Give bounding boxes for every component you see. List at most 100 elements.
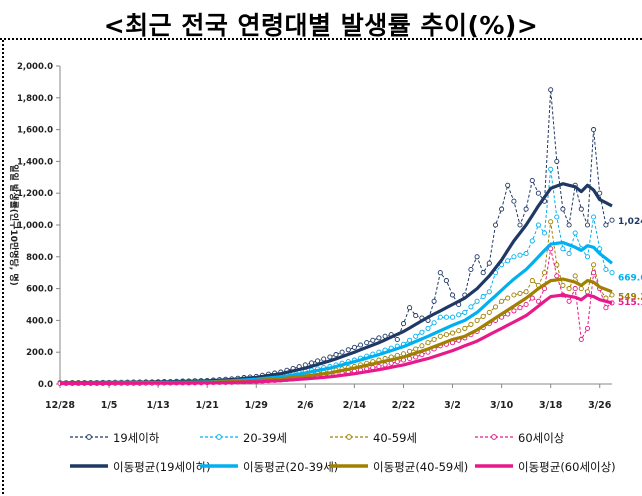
daily-data-point (339, 349, 345, 355)
daily-data-point (345, 347, 351, 353)
x-tick-label: 12/28 (45, 400, 75, 411)
daily-data-point (603, 266, 609, 273)
daily-data-point (462, 325, 468, 331)
daily-data-point (474, 254, 480, 260)
daily-data-point (560, 246, 566, 252)
daily-data-point (554, 273, 560, 279)
legend-label: 이동평균(60세이상) (518, 460, 616, 474)
daily-data-point (572, 273, 578, 279)
daily-data-point (468, 304, 474, 310)
daily-data-point (449, 314, 456, 320)
daily-data-point (394, 336, 400, 343)
daily-data-point (572, 230, 578, 236)
daily-data-point (388, 360, 394, 366)
daily-data-point (517, 252, 523, 258)
legend-label: 이동평균(20-39세) (243, 460, 338, 474)
daily-data-point (591, 127, 597, 133)
daily-data-point (511, 254, 517, 260)
daily-data-point (560, 282, 566, 288)
legend-label: 20-39세 (243, 431, 287, 445)
daily-data-point (443, 314, 449, 320)
legend-label: 이동평균(19세이하) (113, 460, 211, 474)
legend-swatch-marker (346, 434, 352, 440)
daily-data-point (407, 305, 413, 311)
daily-data-point (468, 266, 474, 273)
daily-data-point (449, 330, 456, 336)
y-tick-label: 1,000.0 (17, 221, 53, 231)
daily-data-point (591, 262, 597, 268)
daily-data-point (357, 342, 364, 348)
daily-data-point (517, 305, 523, 311)
daily-series-line (60, 89, 613, 384)
daily-data-point (499, 206, 505, 212)
chart-title: <최근 전국 연령대별 발생률 추이(%)> (103, 11, 539, 40)
dotted-frame-top (0, 38, 642, 40)
daily-data-point (505, 295, 511, 301)
legend-label: 60세이상 (518, 431, 565, 445)
legend-label: 40-59세 (373, 431, 417, 445)
x-tick-label: 1/5 (101, 400, 118, 411)
daily-data-point (443, 278, 449, 284)
daily-data-point (462, 309, 468, 315)
legend-swatch-marker (491, 434, 497, 440)
daily-data-point (578, 336, 584, 343)
x-tick-label: 1/29 (245, 400, 268, 411)
daily-data-point (529, 295, 535, 301)
daily-data-point (499, 298, 505, 304)
daily-data-point (480, 270, 486, 276)
daily-data-point (474, 298, 480, 304)
x-tick-label: 3/2 (444, 400, 461, 411)
daily-data-point (370, 337, 376, 343)
daily-data-point (437, 270, 443, 276)
daily-data-point (517, 222, 523, 228)
daily-data-point (413, 313, 419, 319)
daily-data-point (535, 190, 541, 196)
x-tick-label: 2/22 (392, 400, 415, 411)
y-tick-label: 1,400.0 (17, 157, 53, 167)
daily-data-point (584, 222, 591, 228)
daily-data-point (548, 166, 554, 172)
daily-data-point (572, 286, 578, 292)
y-tick-label: 200.0 (26, 348, 53, 358)
daily-data-point (449, 292, 456, 298)
y-tick-label: 1,800.0 (17, 94, 53, 104)
y-tick-label: 600.0 (26, 285, 53, 295)
daily-data-point (327, 354, 333, 360)
daily-data-point (413, 346, 419, 352)
daily-data-point (364, 340, 370, 346)
daily-data-point (474, 317, 480, 323)
daily-data-point (419, 343, 425, 349)
daily-data-point (566, 298, 572, 304)
daily-data-point (505, 182, 511, 188)
daily-data-point (584, 325, 591, 331)
daily-data-point (480, 313, 486, 319)
daily-data-point (437, 314, 443, 320)
y-tick-label: 800.0 (26, 253, 53, 263)
end-value-label: 1,024.4 (618, 217, 642, 227)
daily-data-point (554, 158, 560, 164)
daily-data-point (566, 222, 572, 228)
daily-data-point (468, 321, 474, 327)
y-tick-label: 400.0 (26, 316, 53, 326)
daily-data-point (437, 333, 443, 339)
daily-data-point (597, 190, 603, 196)
daily-data-point (511, 198, 517, 204)
daily-data-point (413, 333, 419, 339)
x-tick-label: 1/21 (196, 400, 219, 411)
daily-data-point (413, 354, 419, 360)
daily-data-point (321, 356, 327, 362)
legend-swatch-marker (86, 434, 92, 440)
daily-data-point (609, 270, 615, 276)
daily-data-point (584, 254, 591, 260)
daily-data-point (554, 214, 560, 220)
daily-data-point (505, 258, 511, 264)
end-value-label: 549.2 (618, 293, 642, 303)
daily-data-point (382, 362, 388, 368)
y-tick-label: 1,600.0 (17, 126, 53, 136)
daily-data-point (523, 289, 529, 295)
daily-data-point (523, 206, 529, 212)
daily-data-point (603, 305, 609, 311)
daily-data-point (560, 206, 566, 212)
daily-data-point (609, 292, 615, 298)
daily-data-point (443, 332, 449, 338)
